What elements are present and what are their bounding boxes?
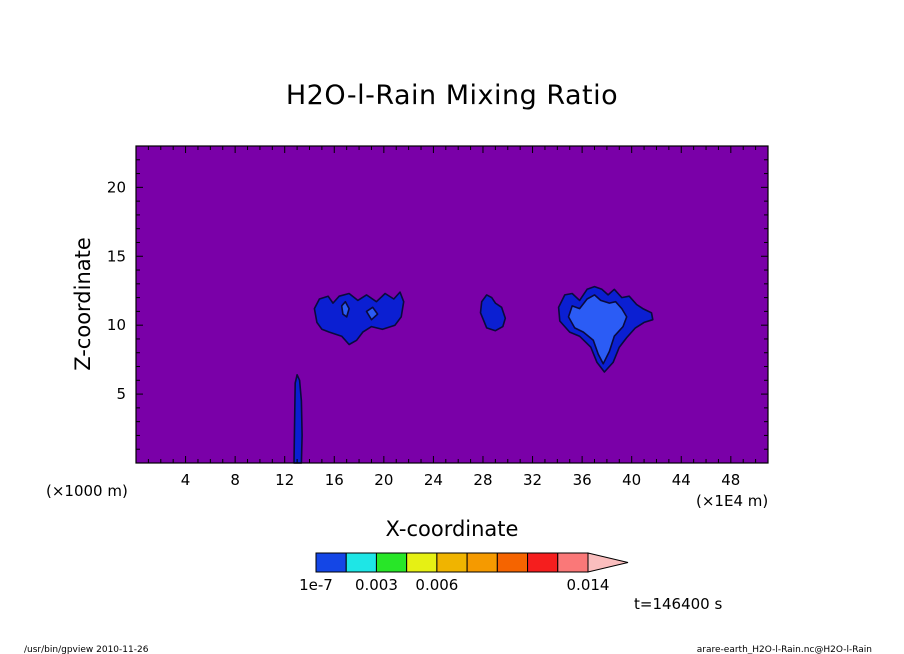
- colorbar-swatch: [496, 552, 529, 573]
- contour-column: [293, 373, 303, 464]
- contour-cloud-left-inner-a: [340, 300, 350, 318]
- footer-left: /usr/bin/gpview 2010-11-26: [24, 645, 149, 654]
- x-tick-label: 24: [424, 471, 443, 489]
- colorbar-swatch: [375, 552, 408, 573]
- time-label: t=146400 s: [634, 595, 722, 613]
- y-tick-label: 20: [107, 178, 126, 196]
- y-axis-label: Z-coordinate: [71, 237, 95, 371]
- plot-background: [136, 146, 768, 463]
- colorbar-extension-arrow: [587, 552, 629, 573]
- colorbar-swatch: [315, 552, 347, 573]
- x-axis-label: X-coordinate: [386, 517, 519, 541]
- colorbar-label: 0.014: [567, 576, 610, 594]
- colorbar-swatch: [527, 552, 559, 573]
- x-tick-label: 16: [325, 471, 344, 489]
- x-tick-label: 20: [374, 471, 393, 489]
- colorbar-swatch: [466, 552, 498, 573]
- colorbar-label: 0.006: [415, 576, 458, 594]
- x-tick-label: 32: [523, 471, 542, 489]
- y-tick-label: 10: [107, 316, 126, 334]
- x-tick-label: 36: [573, 471, 592, 489]
- colorbar-swatch: [436, 552, 468, 573]
- colorbar-swatch: [557, 552, 589, 573]
- contour-cloud-left: [313, 291, 405, 346]
- colorbar-swatch: [406, 552, 438, 573]
- x-tick-label: 28: [473, 471, 492, 489]
- contour-cloud-left-inner-b: [365, 306, 379, 321]
- y-axis-unit: (×1000 m): [46, 482, 128, 500]
- colorbar-label: 0.003: [355, 576, 398, 594]
- x-tick-label: 48: [721, 471, 740, 489]
- x-tick-label: 44: [672, 471, 691, 489]
- colorbar-swatch: [345, 552, 377, 573]
- plot-frame: [135, 145, 769, 464]
- x-axis-unit: (×1E4 m): [696, 492, 768, 510]
- footer-right: arare-earth_H2O-l-Rain.nc@H2O-l-Rain: [697, 645, 872, 654]
- chart-title: H2O-l-Rain Mixing Ratio: [286, 80, 618, 111]
- colorbar-label: 1e-7: [299, 576, 333, 594]
- contour-cloud-right-core: [567, 294, 628, 365]
- y-tick-label: 5: [116, 385, 126, 403]
- x-tick-label: 40: [622, 471, 641, 489]
- x-tick-label: 12: [275, 471, 294, 489]
- x-tick-label: 4: [181, 471, 191, 489]
- y-tick-label: 15: [107, 247, 126, 265]
- x-tick-label: 8: [230, 471, 240, 489]
- contour-cloud-mid: [479, 294, 507, 332]
- colorbar: 1e-7 0.003 0.006 0.014: [299, 552, 629, 594]
